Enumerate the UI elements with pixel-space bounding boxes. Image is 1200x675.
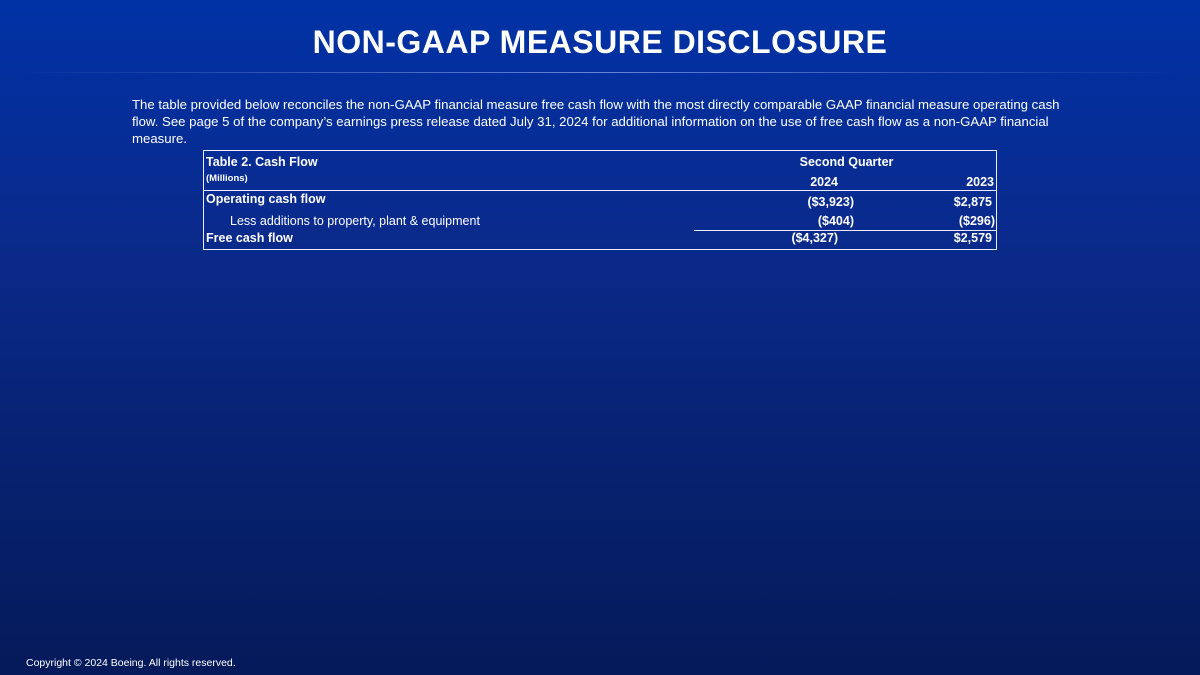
operating-cash-flow-2024: ($3,923) — [807, 195, 854, 209]
operating-cash-flow-2023: $2,875 — [953, 195, 992, 209]
free-cash-flow-2024: ($4,327) — [791, 231, 838, 245]
header-divider — [204, 190, 996, 191]
table-caption: Table 2. Cash Flow — [206, 155, 318, 169]
free-cash-flow-2023: $2,579 — [953, 231, 992, 245]
subtotal-underline — [694, 230, 996, 231]
capex-2023: ($296) — [958, 214, 995, 228]
column-header-2023: 2023 — [966, 175, 994, 189]
column-header-2024: 2024 — [810, 175, 838, 189]
table-units: (Millions) — [206, 173, 248, 184]
copyright-notice: Copyright © 2024 Boeing. All rights rese… — [26, 657, 236, 669]
page-title: NON-GAAP MEASURE DISCLOSURE — [312, 24, 888, 60]
row-label-operating-cash-flow: Operating cash flow — [206, 192, 326, 206]
row-label-free-cash-flow: Free cash flow — [206, 231, 293, 245]
capex-2024: ($404) — [817, 214, 854, 228]
row-label-capex: Less additions to property, plant & equi… — [230, 214, 480, 228]
period-header: Second Quarter — [799, 155, 894, 169]
cash-flow-table: Table 2. Cash Flow (Millions) Second Qua… — [203, 150, 997, 250]
title-divider — [20, 72, 1180, 73]
intro-paragraph: The table provided below reconciles the … — [132, 97, 1060, 146]
